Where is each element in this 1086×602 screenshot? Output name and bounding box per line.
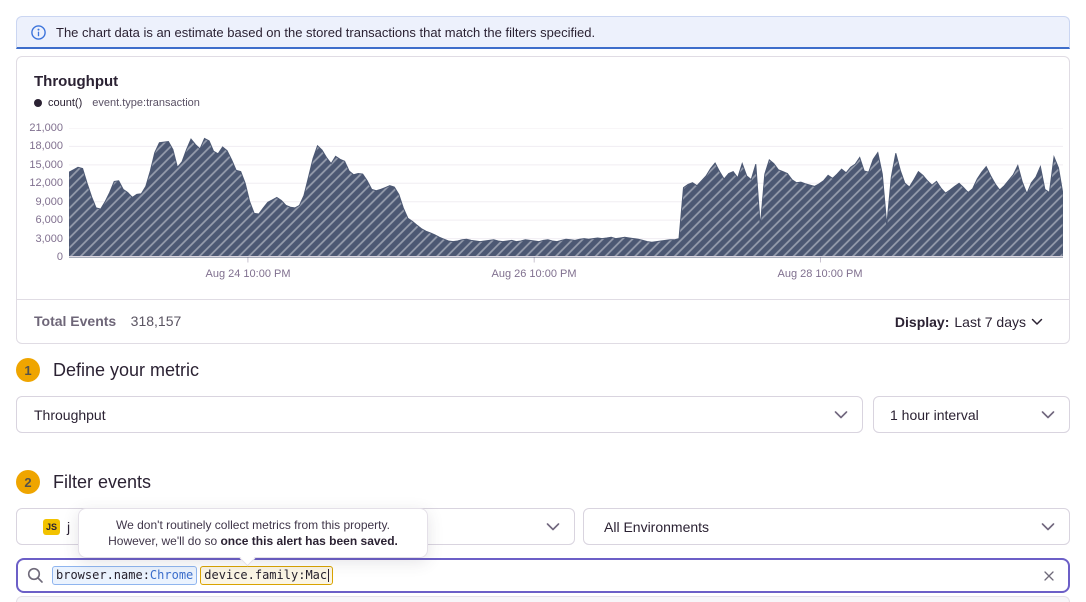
metric-select-value: Throughput — [34, 406, 106, 423]
total-events-label: Total Events — [34, 312, 117, 329]
y-tick-label: 18,000 — [29, 140, 63, 153]
chart-panel: Throughput count() event.type:transactio… — [16, 56, 1070, 344]
chart-legend: count() event.type:transaction — [34, 97, 200, 109]
x-tick-label: Aug 26 10:00 PM — [491, 268, 577, 280]
chevron-down-icon — [546, 522, 560, 531]
series-dot-icon — [34, 99, 42, 107]
tooltip-line1: We don't routinely collect metrics from … — [116, 518, 390, 532]
environment-select[interactable]: All Environments — [583, 508, 1070, 545]
chevron-down-icon — [1041, 410, 1055, 419]
info-icon — [31, 24, 46, 40]
clear-search-button[interactable] — [1042, 569, 1056, 583]
info-banner: The chart data is an estimate based on t… — [16, 16, 1070, 49]
tooltip-line2: However, we'll do so once this alert has… — [108, 534, 398, 548]
total-events-value: 318,157 — [130, 312, 182, 329]
x-tick-label: Aug 28 10:00 PM — [777, 268, 863, 280]
y-tick-label: 15,000 — [29, 158, 63, 171]
metric-select[interactable]: Throughput — [16, 396, 863, 433]
y-tick-label: 21,000 — [29, 122, 63, 134]
display-value: Last 7 days — [954, 313, 1026, 330]
throughput-area-chart — [68, 127, 1064, 264]
x-axis-ticks — [247, 257, 821, 263]
banner-text: The chart data is an estimate based on t… — [56, 24, 596, 40]
chart-footer: Total Events 318,157 Display: Last 7 day… — [17, 299, 1069, 343]
step-number-badge: 1 — [16, 358, 40, 382]
step-filter-events: 2 Filter events — [16, 470, 151, 494]
close-icon — [1044, 570, 1054, 581]
x-axis-labels: Aug 24 10:00 PM Aug 26 10:00 PM Aug 28 10:… — [69, 268, 1063, 282]
next-section-edge — [16, 596, 1070, 602]
environment-select-value: All Environments — [604, 518, 710, 535]
step-title: Define your metric — [53, 359, 200, 380]
interval-select-value: 1 hour interval — [890, 406, 979, 423]
area-series — [68, 137, 1064, 258]
legend-function: count() — [48, 97, 83, 109]
display-label: Display: — [894, 313, 950, 330]
y-tick-label: 9,000 — [35, 195, 63, 208]
project-select-value: j — [67, 518, 71, 535]
chevron-down-icon — [1031, 318, 1043, 325]
metrics-tooltip: We don't routinely collect metrics from … — [78, 508, 428, 566]
y-tick-label: 0 — [56, 251, 63, 263]
text-cursor — [328, 569, 330, 582]
filter-token-browser-name[interactable]: browser.name:Chrome — [52, 566, 198, 585]
search-icon — [27, 567, 43, 583]
total-events: Total Events 318,157 — [34, 313, 181, 331]
interval-select[interactable]: 1 hour interval — [873, 396, 1070, 433]
display-period-dropdown[interactable]: Display: Last 7 days — [895, 314, 1043, 330]
chevron-down-icon — [1041, 522, 1055, 531]
filter-search-input[interactable]: browser.name:Chrome device.family: Mac — [16, 558, 1070, 593]
chart-title: Throughput — [34, 73, 119, 90]
legend-query: event.type:transaction — [92, 97, 200, 109]
step-number-badge: 2 — [16, 470, 40, 494]
y-tick-label: 6,000 — [35, 214, 63, 227]
y-axis-labels: 21,000 18,000 15,000 12,000 9,000 6,000 3,000 0 — [17, 122, 63, 263]
filter-token-device-family[interactable]: device.family: Mac — [200, 566, 334, 585]
y-tick-label: 3,000 — [35, 232, 63, 245]
step-define-metric: 1 Define your metric — [16, 358, 199, 382]
x-tick-label: Aug 24 10:00 PM — [205, 268, 291, 280]
step-title: Filter events — [53, 471, 152, 492]
y-tick-label: 12,000 — [29, 177, 63, 190]
chevron-down-icon — [834, 410, 848, 419]
javascript-platform-icon: JS — [43, 518, 60, 535]
